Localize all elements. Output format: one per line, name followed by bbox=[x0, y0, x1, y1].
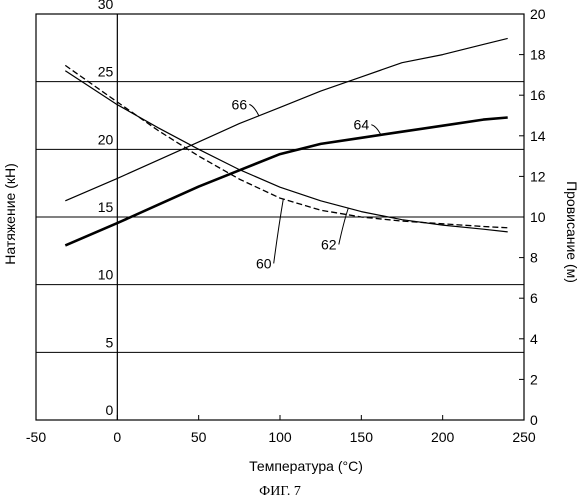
x-tick-label-0: -50 bbox=[26, 429, 46, 445]
right-y-tick-label-7: 14 bbox=[530, 128, 546, 144]
series-line-60 bbox=[65, 65, 507, 227]
right-y-tick-label-10: 20 bbox=[530, 6, 546, 22]
callout-leader-66 bbox=[249, 104, 259, 115]
series-lines bbox=[65, 38, 507, 245]
right-y-tick-label-3: 6 bbox=[530, 290, 538, 306]
tick-labels: -500501001502002500510152025300246810121… bbox=[26, 0, 546, 445]
left-y-tick-label-4: 20 bbox=[98, 131, 114, 147]
right-y-axis-label: Провисание (м) bbox=[564, 181, 580, 283]
callout-leader-60 bbox=[274, 199, 284, 263]
left-y-tick-label-6: 30 bbox=[98, 0, 114, 12]
callout-label-66: 66 bbox=[232, 96, 248, 112]
x-tick-label-3: 100 bbox=[268, 429, 292, 445]
callout-label-60: 60 bbox=[256, 255, 272, 271]
right-y-tick-label-5: 10 bbox=[530, 209, 546, 225]
callout-leader-64 bbox=[371, 125, 381, 135]
series-line-64 bbox=[65, 118, 507, 246]
x-tick-label-6: 250 bbox=[512, 429, 536, 445]
right-y-tick-label-0: 0 bbox=[530, 412, 538, 428]
callout-label-62: 62 bbox=[321, 236, 337, 252]
right-y-tick-label-6: 12 bbox=[530, 168, 546, 184]
x-tick-label-5: 200 bbox=[431, 429, 455, 445]
right-y-tick-label-4: 8 bbox=[530, 250, 538, 266]
x-tick-label-4: 150 bbox=[350, 429, 374, 445]
left-y-tick-label-2: 10 bbox=[98, 267, 114, 283]
right-y-tick-label-9: 18 bbox=[530, 47, 546, 63]
left-y-axis-label: Натяжение (кН) bbox=[2, 163, 18, 265]
right-y-tick-label-2: 4 bbox=[530, 331, 538, 347]
right-y-tick-label-1: 2 bbox=[530, 371, 538, 387]
series-line-66 bbox=[65, 38, 507, 200]
left-y-tick-label-5: 25 bbox=[98, 64, 114, 80]
figure-caption: ФИГ. 7 bbox=[259, 484, 301, 499]
left-y-tick-label-1: 5 bbox=[106, 334, 114, 350]
right-y-tick-label-8: 16 bbox=[530, 87, 546, 103]
x-tick-label-2: 50 bbox=[191, 429, 207, 445]
x-tick-label-1: 0 bbox=[113, 429, 121, 445]
left-y-tick-label-3: 15 bbox=[98, 199, 114, 215]
callout-label-64: 64 bbox=[354, 117, 370, 133]
left-y-tick-label-0: 0 bbox=[106, 402, 114, 418]
x-axis-label: Температура (°C) bbox=[249, 458, 363, 474]
series-callouts: 66 64 62 60 bbox=[232, 96, 381, 271]
